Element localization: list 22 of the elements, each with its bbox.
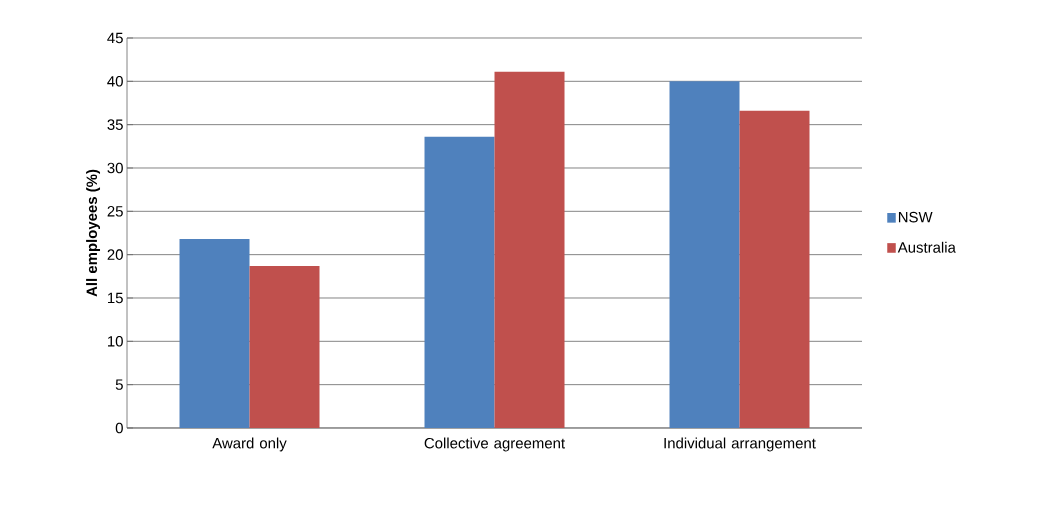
y-tick-label: 20 bbox=[107, 249, 123, 260]
legend-label: Australia bbox=[897, 241, 956, 253]
y-tick-label: 45 bbox=[107, 32, 123, 44]
y-tick-label: 35 bbox=[107, 119, 123, 130]
y-tick-label: 40 bbox=[107, 76, 123, 87]
x-tick-label: Collective agreement bbox=[424, 437, 565, 452]
x-tick-label: Award only bbox=[212, 437, 287, 452]
bar bbox=[739, 110, 810, 428]
bar bbox=[494, 71, 565, 428]
y-tick-label: 25 bbox=[107, 206, 123, 217]
y-tick-label: 15 bbox=[108, 292, 123, 304]
y-axis-title: All employees (%) bbox=[86, 169, 101, 297]
bar bbox=[249, 265, 320, 428]
bar bbox=[424, 136, 495, 428]
bar bbox=[179, 239, 250, 428]
y-tick-label: 30 bbox=[107, 162, 123, 174]
x-tick-label: Individual arrangement bbox=[664, 437, 816, 452]
bar bbox=[669, 81, 740, 428]
y-tick-label: 0 bbox=[115, 422, 123, 434]
y-tick-label: 10 bbox=[108, 336, 123, 347]
y-tick-label: 5 bbox=[115, 379, 123, 390]
legend-label: NSW bbox=[898, 211, 933, 223]
